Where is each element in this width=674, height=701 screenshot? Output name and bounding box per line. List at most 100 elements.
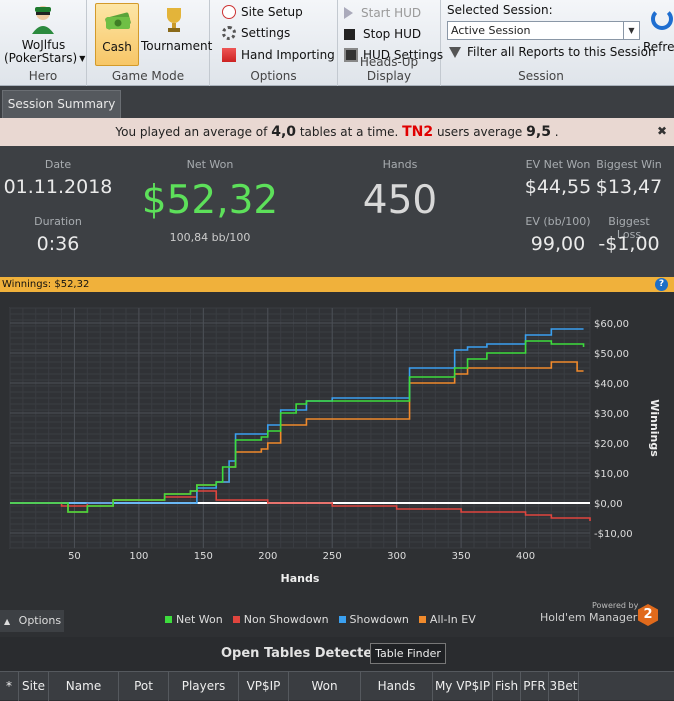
settings-button[interactable]: Settings	[222, 26, 290, 40]
notice-suffix: .	[554, 125, 559, 139]
brand-version-icon: 2	[638, 604, 658, 626]
col-my-vpip[interactable]: My VP$IP	[433, 672, 493, 701]
session-select-value: Active Session	[451, 24, 531, 37]
biggest-win-label: Biggest Win	[596, 158, 662, 171]
legend-swatch	[232, 616, 240, 623]
ev-net-won-value: $44,55	[524, 176, 592, 198]
game-mode-group: Cash Tournament Game Mode	[87, 0, 213, 86]
start-hud-button[interactable]: Start HUD	[344, 6, 421, 20]
close-icon[interactable]: ✖	[656, 124, 667, 138]
series-net-won	[10, 340, 585, 513]
legend-showdown[interactable]: Showdown	[338, 613, 409, 626]
bb100-value: 100,84 bb/100	[169, 231, 251, 244]
col-won[interactable]: Won	[289, 672, 361, 701]
import-icon	[222, 48, 236, 62]
hud-group: Start HUD Stop HUD HUD Settings Heads-Up…	[338, 0, 443, 86]
y-tick-label: $50,00	[594, 349, 629, 360]
ev-bb100-value: 99,00	[530, 233, 586, 255]
filter-reports-button[interactable]: Filter all Reports to this Session	[449, 45, 656, 59]
col-pfr[interactable]: PFR	[521, 672, 549, 701]
legend-allin-ev[interactable]: All-In EV	[418, 613, 476, 626]
hero-avatar-icon[interactable]	[30, 4, 56, 34]
y-tick-label: $60,00	[594, 319, 629, 330]
stop-hud-button[interactable]: Stop HUD	[344, 27, 421, 41]
ev-net-won-label: EV Net Won	[525, 158, 591, 171]
legend-showdown-label: Showdown	[349, 613, 409, 626]
hero-group: WoJlfus (PokerStars) ▼ Hero	[0, 0, 87, 86]
options-group: Site Setup Settings Hand Importing Optio…	[210, 0, 338, 86]
hud-settings-icon	[344, 48, 358, 62]
hand-importing-label: Hand Importing	[241, 48, 335, 62]
y-tick-label: $10,00	[594, 469, 629, 480]
winnings-bar-text: Winnings: $52,32	[2, 279, 90, 290]
hero-site-dropdown[interactable]: (PokerStars) ▼	[4, 51, 85, 65]
col-3bet[interactable]: 3Bet	[549, 672, 579, 701]
col-hands[interactable]: Hands	[361, 672, 433, 701]
hero-site: (PokerStars)	[4, 51, 78, 65]
hero-name[interactable]: WoJlfus	[21, 38, 66, 52]
table-finder-button[interactable]: Table Finder	[370, 643, 446, 664]
x-tick-label: 200	[258, 551, 277, 562]
col-fish[interactable]: Fish	[493, 672, 521, 701]
tables-notice: You played an average of 4,0 tables at a…	[0, 118, 674, 146]
legend-swatch	[418, 616, 426, 623]
ev-bb100-label: EV (bb/100)	[525, 215, 591, 228]
duration-value: 0:36	[36, 233, 80, 255]
tab-bar: Session Summary	[0, 86, 674, 118]
cash-button[interactable]: Cash	[95, 3, 139, 66]
refresh-icon	[651, 8, 673, 30]
x-axis-label: Hands	[281, 572, 320, 585]
site-setup-button[interactable]: Site Setup	[222, 5, 303, 19]
notice-prefix: You played an average of	[115, 125, 268, 139]
hands-label: Hands	[382, 158, 418, 171]
refresh-button[interactable]: Refres	[641, 3, 674, 63]
legend-net-won[interactable]: Net Won	[165, 613, 223, 626]
cash-label: Cash	[102, 40, 132, 54]
options-button[interactable]: ▲ Options	[0, 610, 64, 632]
hud-settings-label: HUD Settings	[363, 48, 444, 62]
hud-settings-button[interactable]: HUD Settings	[344, 48, 443, 62]
tab-session-summary[interactable]: Session Summary	[2, 90, 121, 118]
date-value: 01.11.2018	[3, 176, 113, 198]
ribbon-toolbar: WoJlfus (PokerStars) ▼ Hero Cash Tourname…	[0, 0, 674, 86]
x-tick-label: 250	[323, 551, 342, 562]
hand-importing-button[interactable]: Hand Importing	[222, 48, 335, 62]
tournament-label: Tournament	[141, 39, 213, 53]
open-tables-header: * Site Name Pot Players VP$IP Won Hands …	[0, 671, 674, 701]
filter-reports-label: Filter all Reports to this Session	[467, 45, 656, 59]
brand-name: Hold'em Manager	[540, 611, 638, 624]
notice-mid: tables at a time.	[299, 125, 399, 139]
hud-group-label: Heads-Up Display	[359, 55, 419, 83]
options-button-label: Options	[18, 614, 62, 627]
x-tick-label: 100	[129, 551, 148, 562]
hero-group-label: Hero	[28, 69, 58, 83]
start-hud-label: Start HUD	[361, 6, 422, 20]
session-group-label: Session	[518, 69, 564, 83]
col-name[interactable]: Name	[49, 672, 119, 701]
winnings-chart: $60,00 $50,00 $40,00 $30,00 $20,00 $10,00 $0,0…	[0, 292, 674, 637]
chevron-down-icon: ▼	[79, 53, 86, 63]
session-select[interactable]: Active Session ▼	[447, 21, 640, 40]
tournament-button[interactable]: Tournament	[141, 3, 213, 66]
options-group-label: Options	[250, 69, 297, 83]
biggest-loss-value: -$1,00	[598, 233, 660, 255]
col-vpip[interactable]: VP$IP	[239, 672, 289, 701]
notice-average: 9,5	[526, 124, 551, 140]
legend-non-showdown[interactable]: Non Showdown	[232, 613, 329, 626]
winnings-chart-svg: $60,00 $50,00 $40,00 $30,00 $20,00 $10,00 $0,0…	[9, 307, 661, 585]
help-icon[interactable]: ?	[655, 278, 668, 291]
x-tick-label: 400	[516, 551, 535, 562]
col-pot[interactable]: Pot	[119, 672, 169, 701]
trophy-icon	[163, 6, 185, 34]
game-mode-group-label: Game Mode	[111, 69, 185, 83]
col-star[interactable]: *	[0, 672, 19, 701]
session-group: Selected Session: Active Session ▼ Filte…	[441, 0, 656, 86]
filter-icon	[449, 46, 461, 58]
notice-tables: 4,0	[271, 124, 297, 140]
net-won-value: $52,32	[141, 178, 279, 223]
col-site[interactable]: Site	[19, 672, 49, 701]
col-players[interactable]: Players	[169, 672, 239, 701]
x-tick-label: 300	[387, 551, 406, 562]
legend-net-won-label: Net Won	[176, 613, 223, 626]
date-label: Date	[44, 158, 72, 171]
